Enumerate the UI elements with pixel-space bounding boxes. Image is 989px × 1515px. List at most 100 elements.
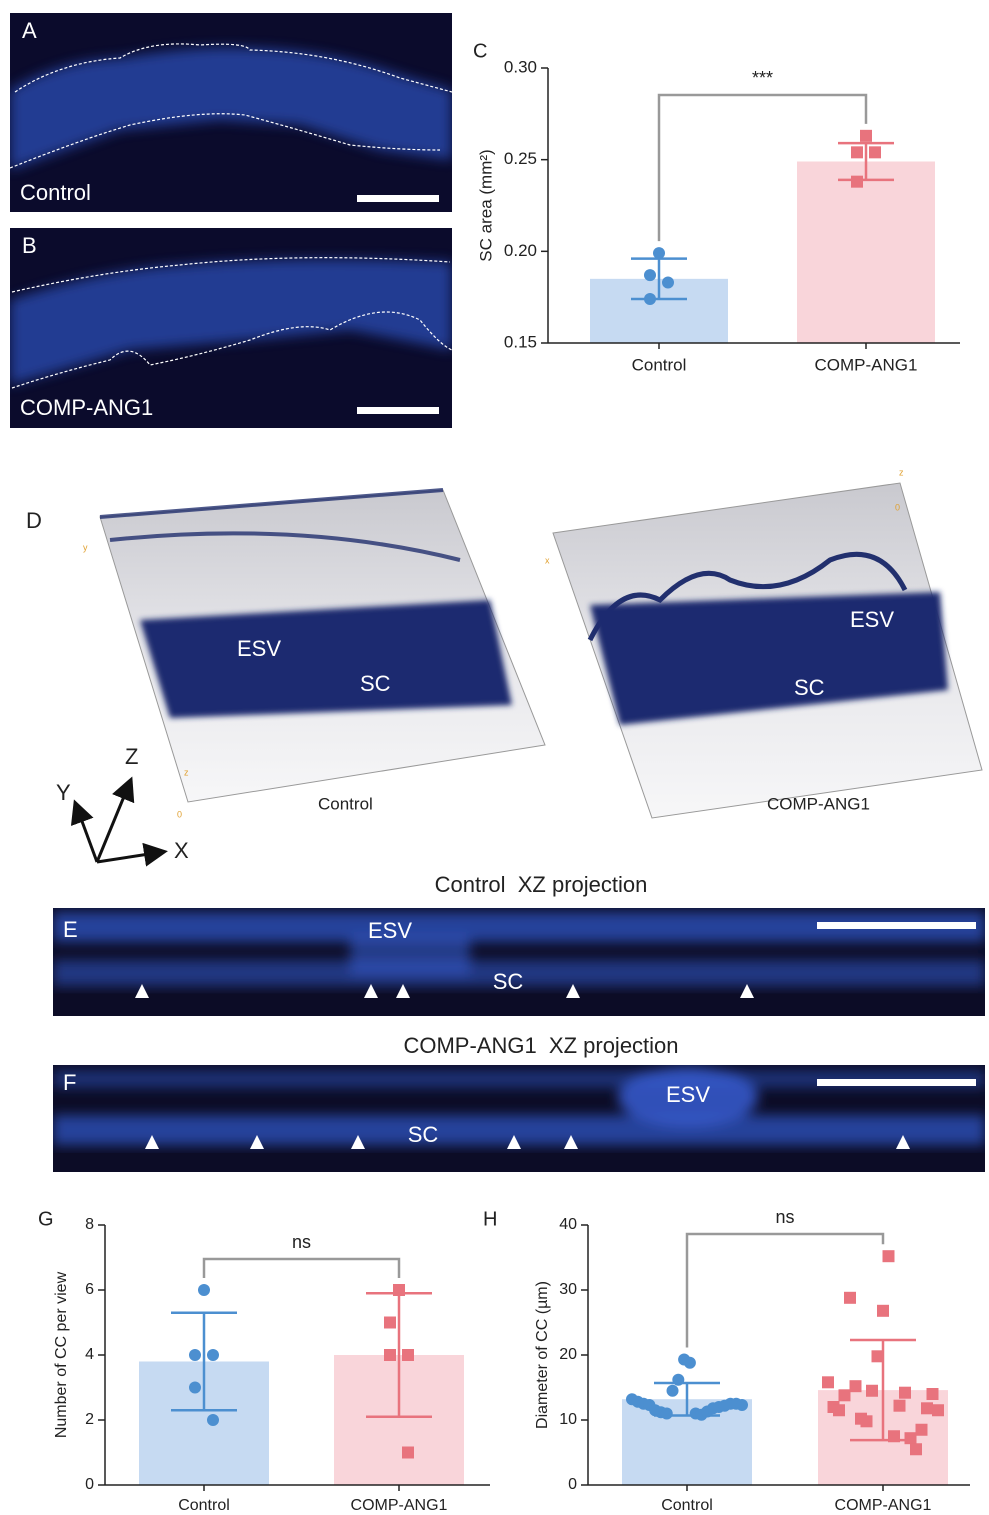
x-tick-label: COMP-ANG1: [351, 1497, 448, 1514]
x-tick-label: COMP-ANG1: [835, 1497, 932, 1514]
esv-label: ESV: [237, 636, 281, 661]
image-panel-b: B COMP-ANG1: [10, 228, 452, 428]
data-point: [894, 1400, 906, 1412]
data-point: [189, 1349, 201, 1361]
y-tick-label: 0.15: [504, 332, 537, 351]
data-point: [384, 1349, 396, 1361]
y-tick-label: 6: [85, 1281, 94, 1298]
sc-label: SC: [360, 671, 391, 696]
box-axis-label: x: [545, 555, 550, 565]
y-tick-label: 0.25: [504, 149, 537, 168]
y-tick-label: 10: [559, 1411, 577, 1428]
y-axis-label: Diameter of CC (µm): [534, 1281, 551, 1429]
significance-bracket: [687, 1234, 883, 1348]
y-tick-label: 30: [559, 1281, 577, 1298]
data-point: [822, 1376, 834, 1388]
data-point: [393, 1284, 405, 1296]
data-point: [661, 1408, 673, 1420]
image-panel-a: A Control: [10, 13, 452, 212]
data-point: [851, 176, 863, 188]
x-tick-label: Control: [661, 1497, 713, 1514]
significance-bracket: [204, 1259, 399, 1278]
y-tick-label: 0: [85, 1476, 94, 1493]
data-point: [684, 1357, 696, 1369]
data-point: [866, 1385, 878, 1397]
data-point: [869, 146, 881, 158]
data-point: [899, 1387, 911, 1399]
y-tick-label: 0: [568, 1476, 577, 1493]
data-point: [833, 1404, 845, 1416]
sc-label: SC: [408, 1122, 439, 1147]
data-point: [916, 1424, 928, 1436]
data-point: [927, 1388, 939, 1400]
data-point: [402, 1349, 414, 1361]
data-point: [921, 1402, 933, 1414]
data-point: [672, 1374, 684, 1386]
significance-label: ***: [752, 68, 773, 88]
panel-e: Control XZ projection E ESV SC: [53, 872, 985, 1016]
data-point: [850, 1380, 862, 1392]
axis-letter: Y: [56, 780, 71, 805]
data-point: [877, 1305, 889, 1317]
caption: Control: [318, 794, 373, 813]
significance-label: ns: [775, 1207, 794, 1227]
panel-letter: H: [483, 1208, 497, 1230]
panel-f: COMP-ANG1 XZ projection F ESV SC: [53, 1033, 985, 1172]
esv-label: ESV: [850, 607, 894, 632]
y-tick-label: 8: [85, 1216, 94, 1233]
panel-letter: G: [38, 1208, 54, 1230]
panel-letter: E: [63, 917, 78, 942]
data-point: [189, 1382, 201, 1394]
y-tick-label: 20: [559, 1346, 577, 1363]
panel-letter: C: [473, 40, 487, 62]
image-label: Control: [20, 180, 91, 205]
panel-letter: F: [63, 1070, 76, 1095]
bar: [797, 162, 935, 344]
data-point: [198, 1284, 210, 1296]
data-point: [402, 1447, 414, 1459]
esv-label: ESV: [368, 918, 412, 943]
data-point: [888, 1430, 900, 1442]
x-tick-label: Control: [178, 1497, 230, 1514]
data-point: [384, 1317, 396, 1329]
data-point: [872, 1350, 884, 1362]
data-point: [861, 1415, 873, 1427]
significance-label: ns: [292, 1232, 311, 1252]
y-tick-label: 4: [85, 1346, 94, 1363]
panel-letter: D: [26, 508, 42, 533]
axis-letter: Z: [125, 744, 138, 769]
sc-label: SC: [493, 969, 524, 994]
data-point: [839, 1389, 851, 1401]
figure: A Control B COMP-ANG1 D ESV SC Control y…: [0, 0, 989, 1515]
axis-letter: X: [174, 838, 189, 863]
data-point: [207, 1349, 219, 1361]
data-point: [883, 1250, 895, 1262]
y-tick-label: 40: [559, 1216, 577, 1233]
axes-icon: [76, 782, 162, 862]
box-axis-label: 0: [895, 502, 900, 512]
data-point: [736, 1399, 748, 1411]
y-axis-label: SC area (mm²): [476, 149, 495, 261]
image-label: COMP-ANG1: [20, 395, 153, 420]
panel-title: COMP-ANG1 XZ projection: [403, 1033, 678, 1058]
caption: COMP-ANG1: [767, 794, 870, 813]
data-point: [932, 1404, 944, 1416]
data-point: [662, 277, 674, 289]
data-point: [905, 1432, 917, 1444]
y-tick-label: 0.20: [504, 241, 537, 260]
panel-title: Control XZ projection: [435, 872, 648, 897]
box-axis-label: 0: [177, 809, 182, 819]
y-tick-label: 2: [85, 1411, 94, 1428]
sc-label: SC: [794, 675, 825, 700]
y-tick-label: 0.30: [504, 57, 537, 76]
panel-letter: A: [22, 18, 37, 43]
data-point: [644, 293, 656, 305]
data-point: [860, 130, 872, 142]
panel-letter: B: [22, 233, 37, 258]
panel-d: D ESV SC Control y z 0 ESV SC COMP-ANG1 …: [26, 467, 982, 862]
box-axis-label: z: [899, 467, 904, 477]
vessel-band: [140, 600, 512, 718]
data-point: [644, 269, 656, 281]
box-axis-label: z: [184, 767, 189, 777]
data-point: [653, 247, 665, 259]
